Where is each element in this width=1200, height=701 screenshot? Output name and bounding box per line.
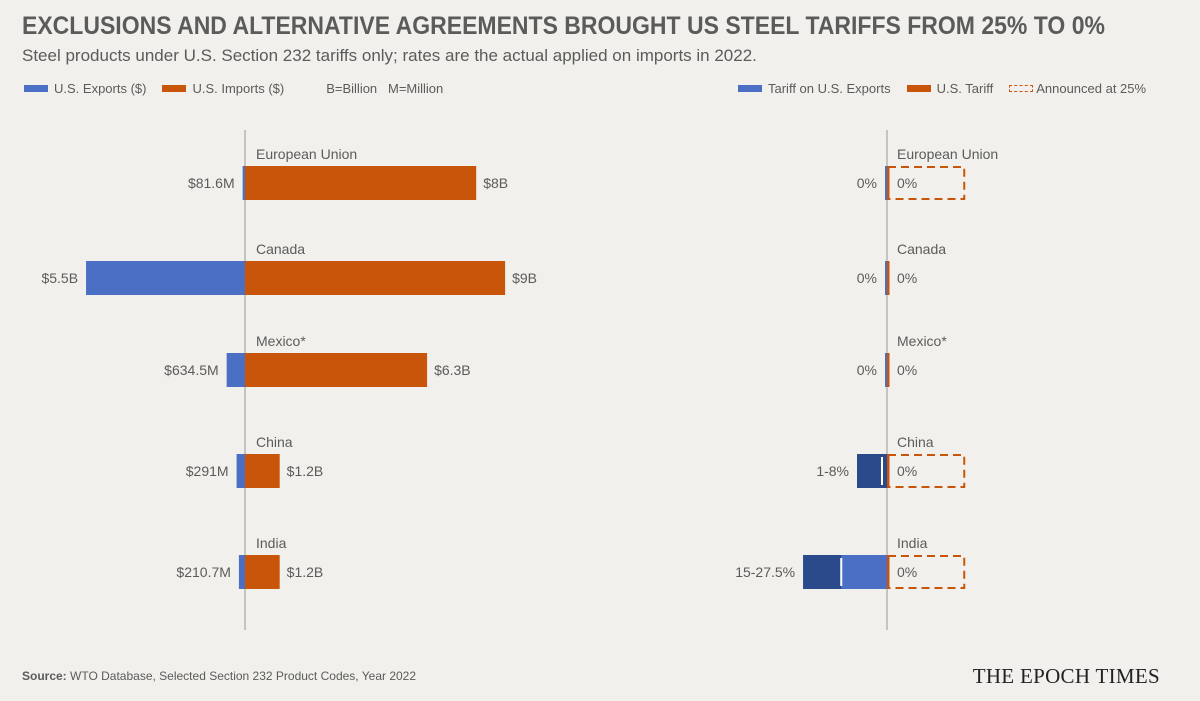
source-text: WTO Database, Selected Section 232 Produ… [66,669,417,683]
legend-export-tariff: Tariff on U.S. Exports [738,81,891,96]
label-imports: $1.2B [287,463,324,479]
label-us-tariff: 0% [897,175,917,191]
bar-imports [245,166,477,200]
category-label: India [897,535,928,551]
label-export-tariff: 15-27.5% [735,564,795,580]
label-us-tariff: 0% [897,564,917,580]
category-label: China [897,434,934,450]
legend-swatch-export-tariff [738,85,762,92]
legend-units-note: B=Billion M=Million [326,81,444,96]
chart-title: EXCLUSIONS AND ALTERNATIVE AGREEMENTS BR… [22,12,1105,40]
tariff-range-marker [840,558,843,586]
category-label: European Union [897,146,998,162]
legend-right: Tariff on U.S. Exports U.S. Tariff Annou… [738,81,1146,96]
bar-us-tariff [887,454,890,488]
label-export-tariff: 0% [857,270,877,286]
label-exports: $210.7M [176,564,230,580]
bar-exports [242,166,245,200]
label-us-tariff: 0% [897,362,917,378]
label-imports: $8B [483,175,508,191]
bar-imports [245,261,506,295]
epoch-times-logo: THE EPOCH TIMES [972,664,1160,688]
bar-exports [86,261,245,295]
bar-us-tariff [887,166,890,200]
legend-swatch-us-tariff [906,85,931,92]
bar-export-tariff [885,261,887,295]
legend-swatch-imports [162,85,187,92]
bar-imports [245,353,428,387]
category-label: Mexico* [897,333,947,349]
label-exports: $5.5B [41,270,78,286]
legend-left: U.S. Exports ($) U.S. Imports ($) B=Bill… [24,81,459,96]
bar-export-tariff [885,166,887,200]
legend-us-tariff: U.S. Tariff [906,81,994,96]
source-note: Source: WTO Database, Selected Section 2… [22,669,416,683]
category-label: Canada [897,241,946,257]
bar-exports [236,454,245,488]
label-exports: $634.5M [164,362,218,378]
label-imports: $1.2B [287,564,324,580]
chart-subtitle: Steel products under U.S. Section 232 ta… [22,46,757,65]
legend-label: Announced at 25% [1036,81,1147,96]
bar-us-tariff [887,353,890,387]
bar-imports [245,555,280,589]
label-export-tariff: 1-8% [816,463,849,479]
legend-swatch-exports [24,85,48,92]
label-imports: $9B [512,270,537,286]
legend-announced: Announced at 25% [1009,81,1146,96]
label-exports: $291M [186,463,229,479]
tariff-range-marker [881,457,883,485]
label-us-tariff: 0% [897,270,917,286]
bar-exports [238,555,245,589]
label-export-tariff: 0% [857,175,877,191]
category-label: India [256,535,287,551]
legend-label: Tariff on U.S. Exports [768,81,891,96]
bar-export-tariff [885,353,887,387]
bar-us-tariff [887,261,890,295]
legend-exports: U.S. Exports ($) [24,81,146,96]
category-label: China [256,434,293,450]
label-imports: $6.3B [434,362,471,378]
category-label: Mexico* [256,333,306,349]
label-us-tariff: 0% [897,463,917,479]
bar-export-tariff-high [803,555,842,589]
bar-us-tariff [887,555,890,589]
label-exports: $81.6M [188,175,235,191]
legend-label: U.S. Tariff [936,81,994,96]
legend-swatch-announced [1009,85,1034,92]
legend-imports: U.S. Imports ($) [162,81,284,96]
legend-label: U.S. Exports ($) [54,81,147,96]
bar-imports [245,454,280,488]
bar-exports [226,353,245,387]
source-label: Source: [22,669,67,683]
category-label: European Union [256,146,357,162]
label-export-tariff: 0% [857,362,877,378]
legend-label: U.S. Imports ($) [192,81,285,96]
category-label: Canada [256,241,305,257]
